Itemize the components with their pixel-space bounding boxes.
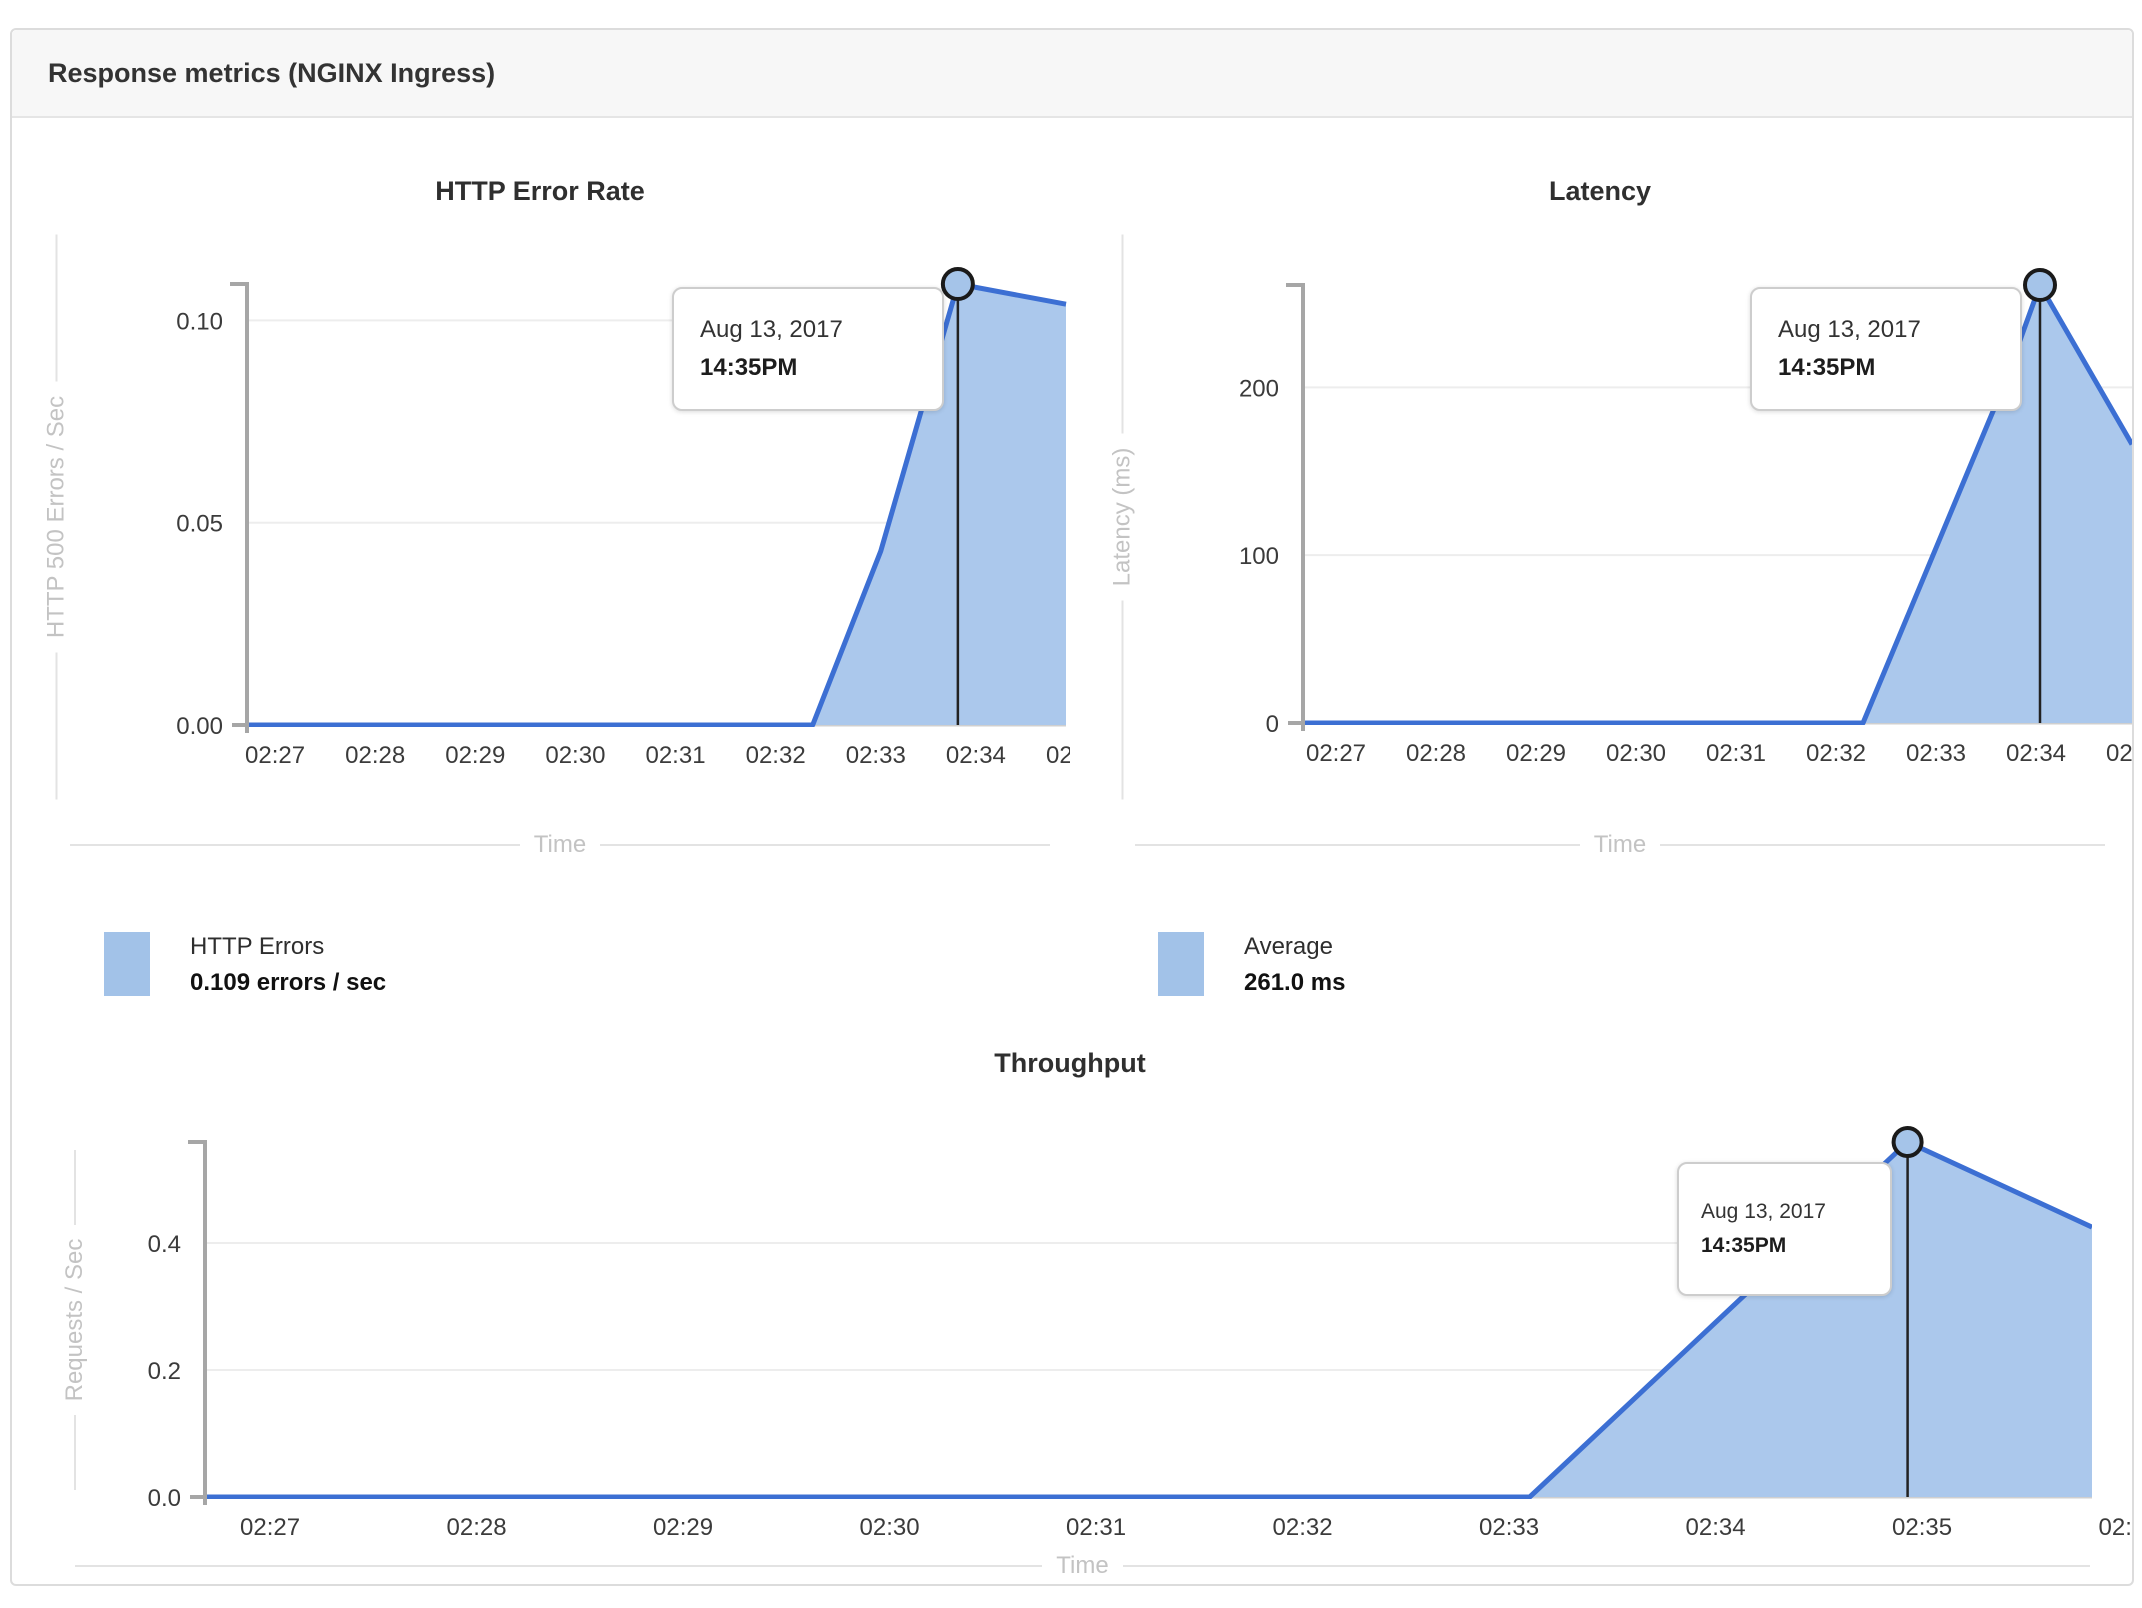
axis-rule (1121, 234, 1124, 434)
throughput-y-axis-title: Requests / Sec (58, 1150, 92, 1490)
y-axis-title-text: Latency (ms) (1108, 447, 1136, 587)
x-tick-label: 02:29 (653, 1514, 713, 1541)
error-rate-line (247, 281, 1067, 727)
axis-rule (1121, 600, 1124, 800)
tooltip-time: 14:35PM (700, 354, 798, 381)
x-tick-label: 02:33 (1906, 740, 1966, 767)
x-tick-label: 02:31 (1066, 1514, 1126, 1541)
x-axis-title-text: Time (533, 831, 587, 858)
x-tick-label: 02:29 (445, 742, 505, 769)
x-tick-label: 02:32 (1806, 740, 1866, 767)
x-tick-label: 02:31 (1706, 740, 1766, 767)
y-axis-title-text: HTTP 500 Errors / Sec (42, 395, 70, 639)
panel-header: Response metrics (NGINX Ingress) (12, 30, 2132, 118)
tooltip-time: 14:35PM (1701, 1234, 1787, 1257)
y-tick-label: 0.10 (176, 308, 223, 335)
x-tick-label: 02:36 (2099, 1514, 2142, 1541)
panel-title: Response metrics (NGINX Ingress) (48, 57, 496, 88)
error-rate-hover-marker (940, 267, 975, 301)
throughput-x-axis-title: Time (75, 1549, 2091, 1583)
x-tick-label: 02:27 (1306, 740, 1366, 767)
tooltip-date: Aug 13, 2017 (700, 316, 843, 343)
error-rate-chart-title: HTTP Error Rate (435, 176, 645, 206)
legend-value: 0.109 errors / sec (190, 969, 387, 996)
error-rate-x-axis-title: Time (70, 828, 1051, 862)
latency-tooltip: Aug 13, 2017 14:35PM (1750, 287, 2022, 411)
y-tick-label: 200 (1239, 375, 1279, 402)
legend-label: HTTP Errors (190, 933, 325, 960)
y-tick-label: 100 (1239, 543, 1279, 570)
x-tick-label: 02:27 (245, 742, 305, 769)
tooltip-time: 14:35PM (1778, 354, 1876, 381)
tooltip-date: Aug 13, 2017 (1778, 316, 1921, 343)
x-tick-label: 02:32 (1273, 1514, 1333, 1541)
x-tick-label: 02:30 (545, 742, 605, 769)
x-tick-label: 02:28 (447, 1514, 507, 1541)
axis-rule (600, 844, 1051, 846)
y-tick-label: 0.05 (176, 511, 223, 538)
axis-rule (55, 234, 58, 382)
y-tick-label: 0.00 (176, 713, 223, 740)
legend-value: 261.0 ms (1244, 969, 1346, 996)
legend-swatch (104, 932, 150, 996)
axis-rule (70, 844, 520, 846)
x-tick-label: 02:35 (2106, 740, 2142, 767)
axis-rule (75, 1565, 1043, 1567)
error-rate-tooltip: Aug 13, 2017 14:35PM (672, 287, 944, 411)
axis-rule (74, 1150, 76, 1225)
latency-chart-title: Latency (1548, 176, 1652, 206)
latency-x-axis-title: Time (1135, 828, 2106, 862)
latency-y-axis-title: Latency (ms) (1106, 234, 1140, 800)
y-tick-label: 0.2 (148, 1358, 181, 1385)
y-tick-label: 0.0 (148, 1485, 181, 1512)
x-tick-label: 02:35 (1892, 1514, 1952, 1541)
throughput-hover-marker (1891, 1126, 1924, 1158)
error-rate-area (247, 284, 1066, 725)
x-axis-title-text: Time (1593, 831, 1647, 858)
latency-area (1303, 285, 2132, 723)
x-tick-label: 02:31 (645, 742, 705, 769)
x-tick-label: 02:32 (746, 742, 806, 769)
axis-rule (1122, 1565, 2091, 1567)
y-tick-label: 0.4 (148, 1231, 181, 1258)
throughput-line (205, 1139, 2092, 1499)
legend-swatch (1158, 932, 1204, 996)
legend-label: Average (1244, 933, 1333, 960)
x-tick-label: 02:29 (1506, 740, 1566, 767)
x-tick-label: 02:34 (946, 742, 1006, 769)
latency-hover-marker (2023, 268, 2057, 302)
x-tick-label: 02:34 (1686, 1514, 1746, 1541)
y-tick-label: 0 (1266, 711, 1279, 738)
x-tick-label: 02:35 (1046, 742, 1106, 769)
error-rate-y-axis-title: HTTP 500 Errors / Sec (40, 234, 74, 800)
x-tick-label: 02:28 (1406, 740, 1466, 767)
x-tick-label: 02:33 (1479, 1514, 1539, 1541)
throughput-tooltip: Aug 13, 2017 14:35PM (1677, 1162, 1892, 1296)
throughput-area (205, 1142, 2092, 1497)
y-axis-title-text: Requests / Sec (61, 1238, 88, 1402)
axis-rule (1660, 844, 2106, 846)
x-tick-label: 02:30 (860, 1514, 920, 1541)
x-tick-label: 02:30 (1606, 740, 1666, 767)
throughput-chart-title: Throughput (994, 1048, 1146, 1078)
x-axis-title-text: Time (1056, 1552, 1109, 1579)
x-tick-label: 02:28 (345, 742, 405, 769)
axis-rule (55, 652, 58, 800)
axis-rule (74, 1415, 76, 1490)
x-tick-label: 02:33 (846, 742, 906, 769)
x-tick-label: 02:27 (240, 1514, 300, 1541)
axis-rule (1135, 844, 1580, 846)
x-tick-label: 02:34 (2006, 740, 2066, 767)
tooltip-date: Aug 13, 2017 (1701, 1200, 1826, 1223)
